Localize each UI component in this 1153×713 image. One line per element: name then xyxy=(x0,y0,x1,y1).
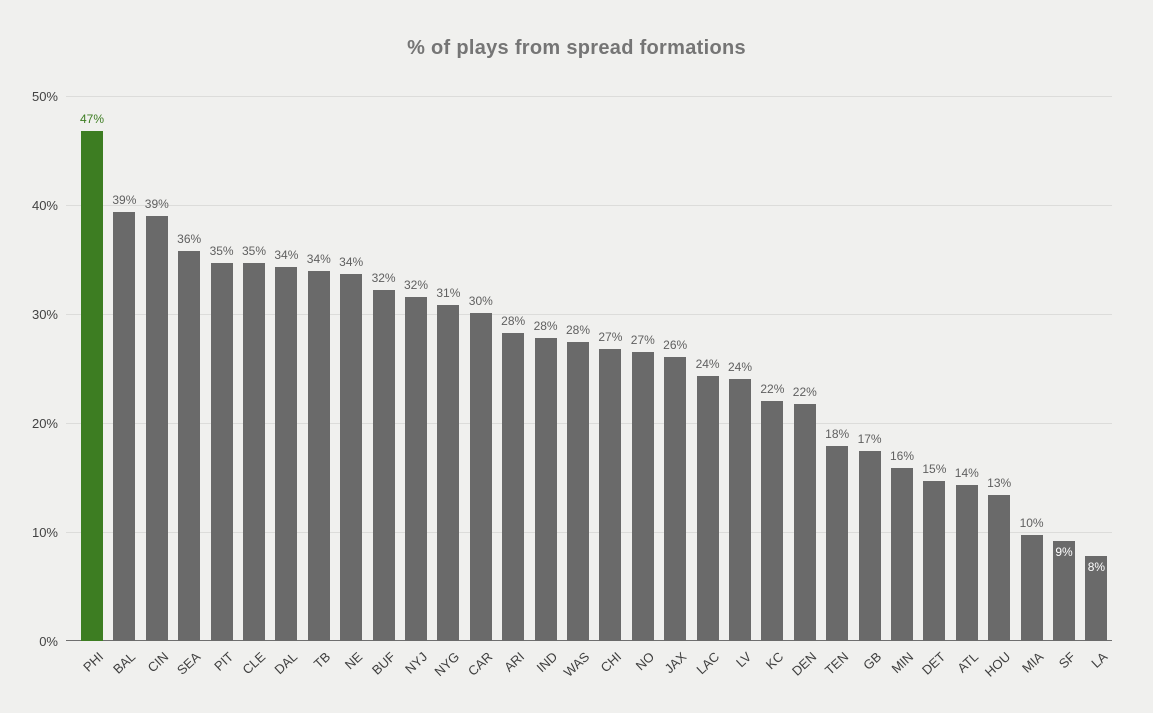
bar-det xyxy=(923,481,946,641)
y-axis-tick-label: 50% xyxy=(31,89,58,104)
bar-lac xyxy=(696,376,719,641)
bar-sea xyxy=(178,251,201,641)
bar-chi xyxy=(599,349,622,641)
bar-phi xyxy=(81,131,103,641)
bar-value-label: 22% xyxy=(792,385,817,399)
bar-value-label: 14% xyxy=(954,466,979,480)
bar-dal xyxy=(275,267,298,641)
bar-value-label: 30% xyxy=(468,294,493,308)
bar-cle xyxy=(243,263,265,641)
bar-ind xyxy=(534,338,557,641)
bar-sf xyxy=(1053,541,1075,641)
bar-cin xyxy=(145,216,168,641)
bar-mia xyxy=(1020,535,1043,641)
bar-value-label: 47% xyxy=(79,112,105,126)
bar-value-label: 18% xyxy=(825,427,850,441)
bar-ne xyxy=(340,274,363,641)
bar-value-label: 16% xyxy=(889,449,915,463)
bar-value-label: 8% xyxy=(1087,560,1106,574)
bar-value-label: 39% xyxy=(144,197,169,211)
gridline xyxy=(66,532,1112,533)
bar-value-label: 39% xyxy=(112,193,137,207)
y-axis-tick-label: 40% xyxy=(31,198,58,213)
bar-value-label: 24% xyxy=(727,360,753,374)
y-axis-tick-label: 30% xyxy=(31,307,58,322)
bar-car xyxy=(469,313,492,641)
bar-min xyxy=(891,468,913,641)
bar-value-label: 28% xyxy=(533,319,558,333)
bar-value-label: 26% xyxy=(663,338,688,352)
bar-hou xyxy=(988,495,1011,641)
bar-value-label: 36% xyxy=(177,232,202,246)
bar-jax xyxy=(664,357,687,641)
bar-value-label: 31% xyxy=(436,286,461,300)
bar-value-label: 34% xyxy=(306,252,331,266)
bar-value-label: 10% xyxy=(1019,516,1044,530)
bar-atl xyxy=(955,485,978,641)
bar-value-label: 15% xyxy=(922,462,947,476)
bar-buf xyxy=(372,290,395,641)
bar-value-label: 17% xyxy=(857,432,882,446)
bar-value-label: 28% xyxy=(565,323,591,337)
bar-value-label: 28% xyxy=(501,314,526,328)
y-axis-tick-label: 0% xyxy=(39,634,58,649)
bar-ari xyxy=(502,333,525,641)
bar-lv xyxy=(729,379,751,641)
bar-pit xyxy=(210,263,233,641)
bar-value-label: 32% xyxy=(371,271,396,285)
bar-bal xyxy=(113,212,136,641)
bar-den xyxy=(793,404,816,641)
bar-value-label: 27% xyxy=(598,330,623,344)
bar-value-label: 27% xyxy=(630,333,655,347)
y-axis-tick-label: 20% xyxy=(31,416,58,431)
bar-nyj xyxy=(405,297,427,641)
plot-area: 47% 39% 39% 36% 35% 35% 34% 34% 34% 32% 32% 31% 30% 2… xyxy=(66,96,1112,641)
bar-was xyxy=(567,342,589,641)
x-axis-baseline xyxy=(66,640,1112,641)
bar-no xyxy=(631,352,654,641)
bar-value-label: 34% xyxy=(274,248,299,262)
bar-value-label: 13% xyxy=(987,476,1012,490)
chart-title: % of plays from spread formations xyxy=(407,37,746,59)
bar-nyg xyxy=(437,305,460,641)
gridline xyxy=(66,423,1112,424)
bar-la xyxy=(1085,556,1108,641)
bar-value-label: 35% xyxy=(241,244,267,258)
gridline xyxy=(66,314,1112,315)
gridline xyxy=(66,205,1112,206)
bar-value-label: 9% xyxy=(1055,545,1073,559)
bar-value-label: 24% xyxy=(695,357,720,371)
bar-value-label: 32% xyxy=(403,278,429,292)
bar-kc xyxy=(761,401,784,641)
bar-ten xyxy=(826,446,849,641)
gridline xyxy=(66,96,1112,97)
bar-tb xyxy=(307,271,330,641)
bar-value-label: 22% xyxy=(760,382,785,396)
y-axis-tick-label: 10% xyxy=(31,525,58,540)
bar-gb xyxy=(858,451,881,641)
bar-value-label: 35% xyxy=(209,244,234,258)
bar-value-label: 34% xyxy=(339,255,364,269)
